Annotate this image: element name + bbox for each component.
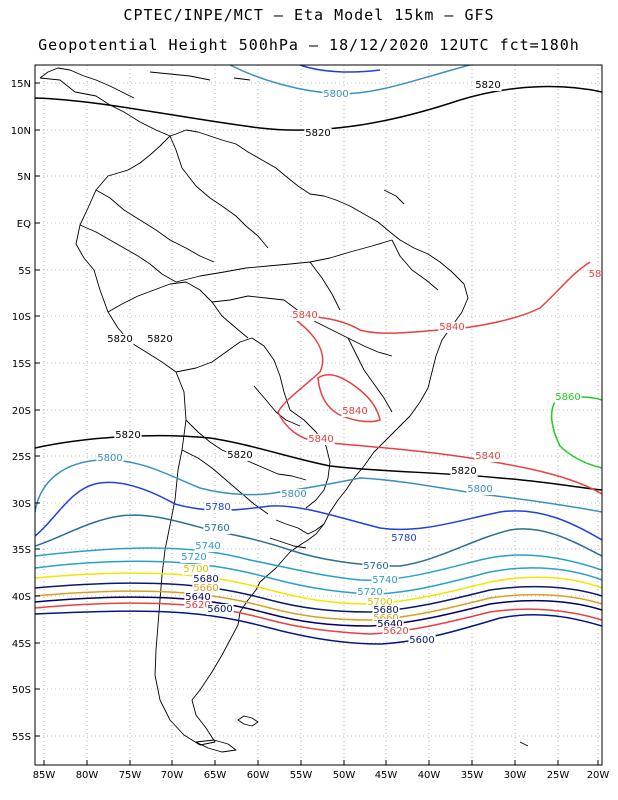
lat-lon-grid	[35, 65, 602, 765]
contour-label: 58	[589, 269, 602, 280]
contour-label: 5740	[372, 575, 397, 586]
lat-label: 50S	[12, 685, 31, 696]
contour-5820-north	[35, 85, 602, 131]
contour-label: 5700	[183, 564, 208, 575]
contour-5660	[35, 590, 602, 621]
lon-label: 80W	[76, 770, 99, 781]
contour-label: 5820	[305, 128, 330, 139]
contour-label: 5820	[107, 334, 132, 345]
contour-label: 5600	[409, 635, 434, 646]
contour-5860-east	[550, 396, 602, 469]
map-subtitle: Geopotential Height 500hPa – 18/12/2020 …	[38, 36, 580, 54]
south-america-coastline	[39, 67, 529, 753]
contour-label: 5760	[363, 561, 388, 572]
lon-label: 85W	[33, 770, 56, 781]
contour-5700	[35, 572, 602, 605]
contour-label: 5800	[323, 89, 348, 100]
contour-label: 5840	[439, 322, 464, 333]
contour-label: 5840	[308, 434, 333, 445]
lat-label: 40S	[12, 592, 31, 603]
lat-label: EQ	[17, 219, 31, 230]
contour-label: 5760	[204, 523, 229, 534]
lat-label: 5N	[17, 172, 31, 183]
lat-label: 45S	[12, 639, 31, 650]
contour-labels: 5800 5820 5820 5820 5820 5840 5840 58 5840 5840 58…	[96, 80, 602, 646]
contour-5720	[35, 560, 602, 595]
contour-5800-north	[229, 65, 471, 95]
lat-label: 55S	[12, 732, 31, 743]
lon-label: 45W	[375, 770, 398, 781]
contour-label: 5660	[373, 613, 398, 624]
contour-label: 5720	[357, 587, 382, 598]
contour-label: 5620	[383, 626, 408, 637]
contour-label: 5780	[391, 533, 416, 544]
contour-label: 5840	[292, 310, 317, 321]
map-frame	[34, 64, 603, 766]
contour-label: 5680	[373, 605, 398, 616]
lon-label: 20W	[587, 770, 610, 781]
contour-5740	[35, 547, 602, 581]
contour-label: 5820	[115, 430, 140, 441]
contour-label: 5820	[475, 80, 500, 91]
lon-label: 60W	[247, 770, 270, 781]
lat-label: 5S	[18, 266, 31, 277]
contour-label: 5620	[185, 600, 210, 611]
lat-label: 15N	[11, 79, 31, 90]
contour-label: 5700	[367, 597, 392, 608]
lon-label: 35W	[461, 770, 484, 781]
contour-5780-north	[299, 65, 381, 73]
height-contours	[35, 65, 602, 645]
contour-label: 5800	[467, 484, 492, 495]
lon-label: 55W	[290, 770, 313, 781]
contour-label: 5640	[185, 592, 210, 603]
contour-label: 5820	[227, 450, 252, 461]
contour-5680	[35, 582, 602, 613]
contour-label: 5740	[195, 541, 220, 552]
lon-label: 30W	[504, 770, 527, 781]
lat-label: 30S	[12, 499, 31, 510]
contour-label: 5640	[377, 619, 402, 630]
contour-label: 5600	[207, 604, 232, 615]
contour-label: 5680	[193, 574, 218, 585]
contour-5840-trough	[277, 261, 602, 495]
lat-label: 10S	[12, 312, 31, 323]
lat-label: 35S	[12, 545, 31, 556]
contour-label: 5860	[555, 392, 580, 403]
longitude-labels: 85W 80W 75W 70W 65W 60W 55W 50W 45W 40W 35W 30W 25W 2…	[33, 770, 610, 781]
contour-5600	[35, 610, 602, 645]
contour-5620	[35, 602, 602, 635]
contour-label: 5720	[181, 552, 206, 563]
contour-5640	[35, 596, 602, 627]
contour-5780	[35, 481, 602, 541]
lon-label: 70W	[161, 770, 184, 781]
lat-label: 10N	[11, 126, 31, 137]
axis-ticks	[35, 82, 599, 765]
lon-label: 40W	[418, 770, 441, 781]
contour-label: 5840	[342, 406, 367, 417]
contour-label: 5840	[475, 451, 500, 462]
lon-label: 75W	[119, 770, 142, 781]
lat-label: 20S	[12, 406, 31, 417]
lon-label: 50W	[333, 770, 356, 781]
contour-label: 5660	[193, 583, 218, 594]
latitude-labels: 15N 10N 5N EQ 5S 10S 15S 20S 25S 30S 35S 40S 45S 50S 5…	[11, 79, 31, 743]
lon-label: 25W	[547, 770, 570, 781]
lon-label: 65W	[204, 770, 227, 781]
contour-5800	[35, 459, 602, 513]
contour-label: 5820	[147, 334, 172, 345]
lat-label: 25S	[12, 452, 31, 463]
contour-label: 5820	[451, 466, 476, 477]
contour-label: 5780	[205, 502, 230, 513]
contour-5760	[35, 514, 602, 567]
contour-label: 5800	[97, 453, 122, 464]
lat-label: 15S	[12, 359, 31, 370]
map-title: CPTEC/INPE/MCT – Eta Model 15km – GFS	[123, 6, 495, 24]
contour-label: 5800	[281, 489, 306, 500]
contour-5840-loop	[317, 374, 381, 423]
